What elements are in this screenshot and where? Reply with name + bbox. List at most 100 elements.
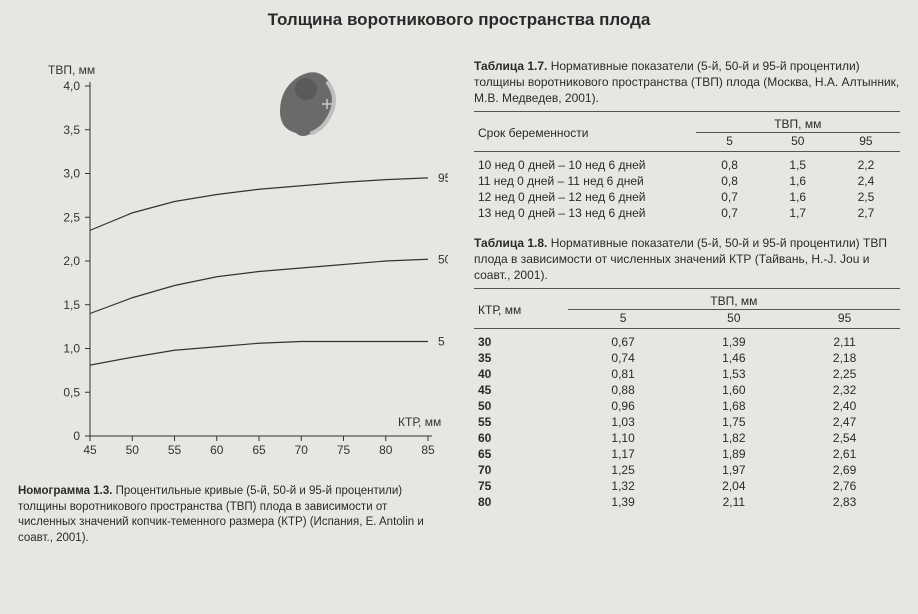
y-tick-label: 1,0 — [63, 342, 80, 356]
t18-cell: 0,67 — [568, 334, 679, 350]
t17-cell: 1,6 — [764, 173, 832, 189]
table17-col1-header: Срок беременности — [474, 116, 696, 152]
series-label-95: 95 — [438, 171, 448, 185]
t18-cell: 1,75 — [678, 414, 789, 430]
t18-cell: 0,88 — [568, 382, 679, 398]
table18-subheader: 95 — [789, 309, 900, 328]
t17-cell: 0,7 — [696, 205, 764, 221]
series-label-5: 5 — [438, 335, 445, 349]
t18-cell: 1,60 — [678, 382, 789, 398]
x-tick-label: 60 — [210, 443, 224, 457]
nomogram-chart: ТВП, мм00,51,01,52,02,53,03,54,045505560… — [18, 36, 448, 476]
table18-caption: Таблица 1.8. Нормативные показатели (5-й… — [474, 235, 900, 289]
x-tick-label: 45 — [83, 443, 97, 457]
table18: КТР, мм ТВП, мм 55095 300,671,392,11350,… — [474, 293, 900, 511]
t17-cell: 1,6 — [764, 189, 832, 205]
y-tick-label: 3,0 — [63, 167, 80, 181]
t17-cell: 2,5 — [832, 189, 900, 205]
table-row: 551,031,752,47 — [474, 414, 900, 430]
t17-rowlabel: 13 нед 0 дней – 13 нед 6 дней — [474, 205, 696, 221]
t17-cell: 0,7 — [696, 189, 764, 205]
t18-cell: 2,69 — [789, 462, 900, 478]
table-row: 601,101,822,54 — [474, 430, 900, 446]
t18-rowlabel: 45 — [474, 382, 568, 398]
y-tick-label: 2,5 — [63, 210, 80, 224]
t18-cell: 1,39 — [678, 334, 789, 350]
t18-cell: 0,81 — [568, 366, 679, 382]
table-row: 300,671,392,11 — [474, 334, 900, 350]
series-50 — [90, 259, 428, 313]
t18-cell: 2,83 — [789, 494, 900, 510]
x-tick-label: 85 — [421, 443, 435, 457]
x-tick-label: 50 — [126, 443, 140, 457]
t18-cell: 2,47 — [789, 414, 900, 430]
table18-group-header: ТВП, мм — [568, 293, 900, 310]
t18-rowlabel: 35 — [474, 350, 568, 366]
chart-svg: ТВП, мм00,51,01,52,02,53,03,54,045505560… — [18, 36, 448, 476]
table18-caption-label: Таблица 1.8. — [474, 236, 547, 250]
x-tick-label: 55 — [168, 443, 182, 457]
t18-cell: 1,10 — [568, 430, 679, 446]
y-tick-label: 2,0 — [63, 254, 80, 268]
left-column: ТВП, мм00,51,01,52,02,53,03,54,045505560… — [18, 36, 458, 546]
t18-cell: 2,40 — [789, 398, 900, 414]
t18-rowlabel: 40 — [474, 366, 568, 382]
t17-cell: 1,5 — [764, 157, 832, 173]
table-row: 10 нед 0 дней – 10 нед 6 дней0,81,52,2 — [474, 157, 900, 173]
t18-rowlabel: 30 — [474, 334, 568, 350]
t18-cell: 1,82 — [678, 430, 789, 446]
table-row: 350,741,462,18 — [474, 350, 900, 366]
y-tick-label: 3,5 — [63, 123, 80, 137]
t18-cell: 0,96 — [568, 398, 679, 414]
table-row: 400,811,532,25 — [474, 366, 900, 382]
table18-subheader: 50 — [678, 309, 789, 328]
t18-cell: 2,11 — [789, 334, 900, 350]
t18-rowlabel: 65 — [474, 446, 568, 462]
table-row: 12 нед 0 дней – 12 нед 6 дней0,71,62,5 — [474, 189, 900, 205]
t18-cell: 1,46 — [678, 350, 789, 366]
t18-cell: 2,11 — [678, 494, 789, 510]
table17-subheader: 95 — [832, 132, 900, 151]
t18-cell: 2,54 — [789, 430, 900, 446]
t18-cell: 2,25 — [789, 366, 900, 382]
t17-rowlabel: 11 нед 0 дней – 11 нед 6 дней — [474, 173, 696, 189]
t17-rowlabel: 10 нед 0 дней – 10 нед 6 дней — [474, 157, 696, 173]
main-layout: ТВП, мм00,51,01,52,02,53,03,54,045505560… — [0, 36, 918, 546]
t18-rowlabel: 70 — [474, 462, 568, 478]
t17-cell: 2,7 — [832, 205, 900, 221]
table17-subheader: 5 — [696, 132, 764, 151]
table17-group-header: ТВП, мм — [696, 116, 900, 133]
table17: Срок беременности ТВП, мм 55095 10 нед 0… — [474, 116, 900, 222]
x-tick-label: 65 — [252, 443, 266, 457]
t18-cell: 1,53 — [678, 366, 789, 382]
t18-cell: 0,74 — [568, 350, 679, 366]
x-tick-label: 75 — [337, 443, 351, 457]
y-axis-label: ТВП, мм — [48, 63, 95, 77]
table-row: 500,961,682,40 — [474, 398, 900, 414]
t18-rowlabel: 55 — [474, 414, 568, 430]
table-row: 801,392,112,83 — [474, 494, 900, 510]
table-row: 751,322,042,76 — [474, 478, 900, 494]
table-row: 450,881,602,32 — [474, 382, 900, 398]
series-label-50: 50 — [438, 252, 448, 266]
y-tick-label: 0,5 — [63, 385, 80, 399]
t18-cell: 1,32 — [568, 478, 679, 494]
t17-cell: 2,4 — [832, 173, 900, 189]
t18-cell: 2,04 — [678, 478, 789, 494]
t17-cell: 0,8 — [696, 173, 764, 189]
series-95 — [90, 178, 428, 231]
t18-cell: 1,17 — [568, 446, 679, 462]
t17-cell: 1,7 — [764, 205, 832, 221]
x-tick-label: 80 — [379, 443, 393, 457]
page-title: Толщина воротникового пространства плода — [0, 0, 918, 36]
t18-cell: 2,18 — [789, 350, 900, 366]
table17-caption-label: Таблица 1.7. — [474, 59, 547, 73]
table17-caption: Таблица 1.7. Нормативные показатели (5-й… — [474, 58, 900, 112]
table17-subheader: 50 — [764, 132, 832, 151]
table18-subheader: 5 — [568, 309, 679, 328]
t18-cell: 2,76 — [789, 478, 900, 494]
t18-cell: 1,97 — [678, 462, 789, 478]
t18-rowlabel: 75 — [474, 478, 568, 494]
fetus-icon — [280, 72, 334, 136]
t18-cell: 2,61 — [789, 446, 900, 462]
